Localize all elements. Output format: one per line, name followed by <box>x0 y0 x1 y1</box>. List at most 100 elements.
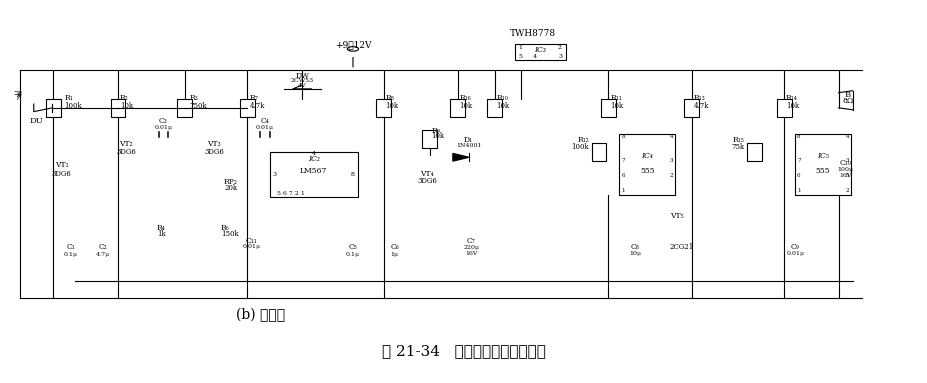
Text: 3: 3 <box>844 158 848 163</box>
Bar <box>240 99 255 117</box>
Text: 10μ: 10μ <box>629 250 641 255</box>
Text: C₉: C₉ <box>790 243 799 250</box>
Text: 10k: 10k <box>431 133 444 140</box>
Text: 10k: 10k <box>459 102 472 110</box>
Text: VT₅: VT₅ <box>669 212 683 220</box>
Text: IC₅: IC₅ <box>816 152 828 160</box>
Text: C₈: C₈ <box>630 243 639 250</box>
Text: R₁₅: R₁₅ <box>731 136 743 144</box>
Text: 5: 5 <box>518 54 522 59</box>
Bar <box>601 99 616 117</box>
Bar <box>177 99 192 117</box>
Text: C₁₀: C₁₀ <box>838 159 850 167</box>
Text: 6: 6 <box>796 173 800 178</box>
Text: 1k: 1k <box>157 230 165 238</box>
Polygon shape <box>452 154 468 161</box>
Text: 20k: 20k <box>224 184 237 192</box>
Text: C₁₁: C₁₁ <box>245 237 257 245</box>
Text: 4: 4 <box>311 151 315 156</box>
Text: 16V: 16V <box>464 250 477 255</box>
Text: C₁: C₁ <box>67 243 75 250</box>
Text: IC₂: IC₂ <box>308 155 319 163</box>
Text: 0.1μ: 0.1μ <box>64 252 78 257</box>
Bar <box>487 99 502 117</box>
Text: 555: 555 <box>640 167 654 175</box>
Bar <box>450 99 464 117</box>
Text: C₂: C₂ <box>98 243 108 250</box>
Text: (b) 接收器: (b) 接收器 <box>235 308 285 322</box>
Text: C₆: C₆ <box>390 243 399 250</box>
Text: 555: 555 <box>815 167 830 175</box>
Bar <box>618 134 674 195</box>
Text: 10k: 10k <box>610 102 623 110</box>
Text: 3: 3 <box>669 158 672 163</box>
Text: 图 21-34   红外线防盗报警器电路: 图 21-34 红外线防盗报警器电路 <box>382 344 545 358</box>
Text: 0.01μ: 0.01μ <box>785 250 804 255</box>
Text: R₁₃: R₁₃ <box>692 94 705 102</box>
Text: R₁: R₁ <box>64 94 73 102</box>
Text: 10k: 10k <box>496 102 509 110</box>
Text: 1μ: 1μ <box>390 252 399 257</box>
Text: C₄: C₄ <box>260 117 269 125</box>
Bar <box>375 99 390 117</box>
Text: 8: 8 <box>796 134 800 139</box>
Bar <box>591 143 606 161</box>
Text: 7: 7 <box>620 158 624 163</box>
Text: 3: 3 <box>557 54 562 59</box>
Text: 0.01μ: 0.01μ <box>154 125 172 130</box>
Text: D₁: D₁ <box>464 136 473 144</box>
Text: 10k: 10k <box>785 102 798 110</box>
Text: 3: 3 <box>272 172 276 177</box>
Text: R₂: R₂ <box>120 94 129 102</box>
Bar <box>794 134 850 195</box>
Text: 0.1μ: 0.1μ <box>346 252 360 257</box>
Bar <box>270 152 357 197</box>
Text: 2: 2 <box>557 45 562 50</box>
Text: R₁₁: R₁₁ <box>610 94 621 102</box>
Text: 5: 5 <box>844 173 848 178</box>
Bar <box>746 143 761 161</box>
Text: 4.7k: 4.7k <box>249 102 264 110</box>
Text: 10k: 10k <box>385 102 398 110</box>
Text: R₁₆: R₁₆ <box>459 94 471 102</box>
Text: 2CW53: 2CW53 <box>290 78 313 83</box>
Text: 100μ: 100μ <box>836 167 852 172</box>
Text: DU: DU <box>30 117 44 125</box>
Text: 2: 2 <box>669 173 672 178</box>
Text: R₁₀: R₁₀ <box>496 94 508 102</box>
Text: R₃: R₃ <box>189 94 197 102</box>
Text: 2CG21: 2CG21 <box>668 243 692 250</box>
Text: R₁₂: R₁₂ <box>577 136 589 144</box>
Text: 220μ: 220μ <box>463 245 479 250</box>
Text: 1N4001: 1N4001 <box>455 143 481 148</box>
Text: DW: DW <box>295 72 309 80</box>
Text: R₇: R₇ <box>249 94 258 102</box>
Bar <box>422 129 437 148</box>
Text: 8: 8 <box>620 134 624 139</box>
Text: 75k: 75k <box>730 142 743 151</box>
Text: R₆: R₆ <box>221 224 229 232</box>
Text: VT₁: VT₁ <box>55 161 69 169</box>
Text: 10k: 10k <box>120 102 133 110</box>
Text: IC₄: IC₄ <box>641 152 653 160</box>
Text: 5 6 7 2 1: 5 6 7 2 1 <box>276 191 304 196</box>
Text: 1: 1 <box>796 188 800 193</box>
Text: 8Ω: 8Ω <box>842 97 853 105</box>
Text: 100k: 100k <box>571 142 589 151</box>
Text: 4.7k: 4.7k <box>692 102 708 110</box>
Text: 0.01μ: 0.01μ <box>242 244 260 249</box>
Text: 6: 6 <box>620 173 624 178</box>
Text: 7: 7 <box>796 158 800 163</box>
Text: VT₃: VT₃ <box>207 140 221 148</box>
Text: VT₂: VT₂ <box>120 140 133 148</box>
Text: 4: 4 <box>533 54 537 59</box>
Text: 8: 8 <box>350 172 355 177</box>
Text: IC₃: IC₃ <box>534 46 546 54</box>
Text: TWH8778: TWH8778 <box>510 29 556 38</box>
Bar <box>514 44 565 61</box>
Text: R₉: R₉ <box>431 127 440 135</box>
Text: R₁₄: R₁₄ <box>785 94 797 102</box>
Text: 3DG6: 3DG6 <box>416 177 437 185</box>
Text: C₅: C₅ <box>349 243 357 250</box>
Text: 1: 1 <box>620 188 624 193</box>
